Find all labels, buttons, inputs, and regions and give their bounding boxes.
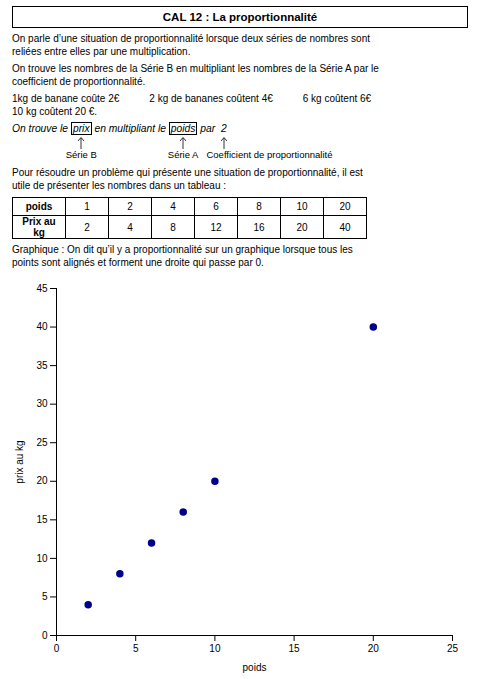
html-text:On parle d’une situation de pr: On parle d’une situation de proportionna…: [12, 33, 370, 44]
html-text:coefficient de proportionnalit: coefficient de proportionnalité.: [12, 75, 146, 87]
html-text:8: 8: [256, 201, 262, 212]
svg-text:poids: poids: [243, 662, 267, 673]
html-text:4: 4: [127, 221, 133, 233]
html-text:20: 20: [296, 221, 308, 233]
html-text:8: 8: [170, 221, 176, 233]
html-text:2: 2: [84, 221, 90, 233]
svg-text:20: 20: [36, 475, 48, 486]
html-text:16: 16: [253, 221, 265, 233]
html-text:On trouve les nombres de la Sé: On trouve les nombres de la Série B en m…: [12, 63, 379, 74]
html-text:12: 12: [210, 221, 222, 233]
svg-text:35: 35: [36, 360, 48, 371]
html-text:4: 4: [170, 201, 176, 212]
html-text:1: 1: [84, 201, 90, 212]
svg-text:25: 25: [447, 643, 459, 654]
svg-text:25: 25: [36, 437, 48, 448]
svg-text:5: 5: [42, 591, 48, 602]
html-text:Série A: Série A: [167, 149, 199, 160]
svg-text:10: 10: [209, 643, 221, 654]
svg-text:5: 5: [133, 643, 139, 654]
html-text:2: 2: [127, 201, 133, 212]
html-text:CAL 12 : La proportionnalité: CAL 12 : La proportionnalité: [162, 11, 318, 23]
html-text:40: 40: [339, 221, 351, 233]
html-text:On trouve le prix en multiplia: On trouve le prix en multipliant le poid…: [12, 123, 227, 134]
svg-text:20: 20: [368, 643, 380, 654]
svg-text:0: 0: [54, 643, 60, 654]
svg-text:prix au kg: prix au kg: [14, 440, 25, 483]
svg-text:45: 45: [36, 283, 48, 294]
html-text:Graphique: On dit qu’il y a pr: Graphique: On dit qu’il y a proportionna…: [12, 244, 353, 255]
html-text:2 kg de bananes coûtent 4€: 2 kg de bananes coûtent 4€: [149, 93, 273, 104]
svg-text:40: 40: [36, 321, 48, 332]
html-text:6 kg coûtent 6€: 6 kg coûtent 6€: [302, 93, 372, 104]
svg-text:15: 15: [36, 514, 48, 525]
html-text:reliées entre elles par une mu: reliées entre elles par une multiplicati…: [12, 45, 191, 57]
svg-text:0: 0: [42, 630, 48, 641]
html-text:poids: poids: [25, 201, 53, 212]
svg-text:15: 15: [289, 643, 301, 654]
html-text:utile de présenter les nombres: utile de présenter les nombres dans un t…: [12, 179, 226, 191]
html-text:10: 10: [296, 201, 308, 212]
html-text:20: 20: [339, 201, 351, 212]
html-text:1kg de banane coûte 2€: 1kg de banane coûte 2€: [12, 93, 120, 104]
html-text:Pour résoudre un problème qui: Pour résoudre un problème qui présente u…: [12, 167, 363, 178]
html-text:points sont alignés et forment: points sont alignés et forment une droit…: [12, 256, 264, 268]
html-text:Prix au kg: Prix au kg: [22, 216, 56, 238]
html-text:Série B: Série B: [65, 149, 97, 160]
html-text:10 kg coûtent 20 €.: 10 kg coûtent 20 €.: [12, 105, 98, 117]
svg-text:10: 10: [36, 553, 48, 564]
svg-text:30: 30: [36, 398, 48, 409]
html-text:6: 6: [213, 201, 219, 212]
html-text:Coefficient de proportionnalit: Coefficient de proportionnalité: [206, 149, 333, 160]
